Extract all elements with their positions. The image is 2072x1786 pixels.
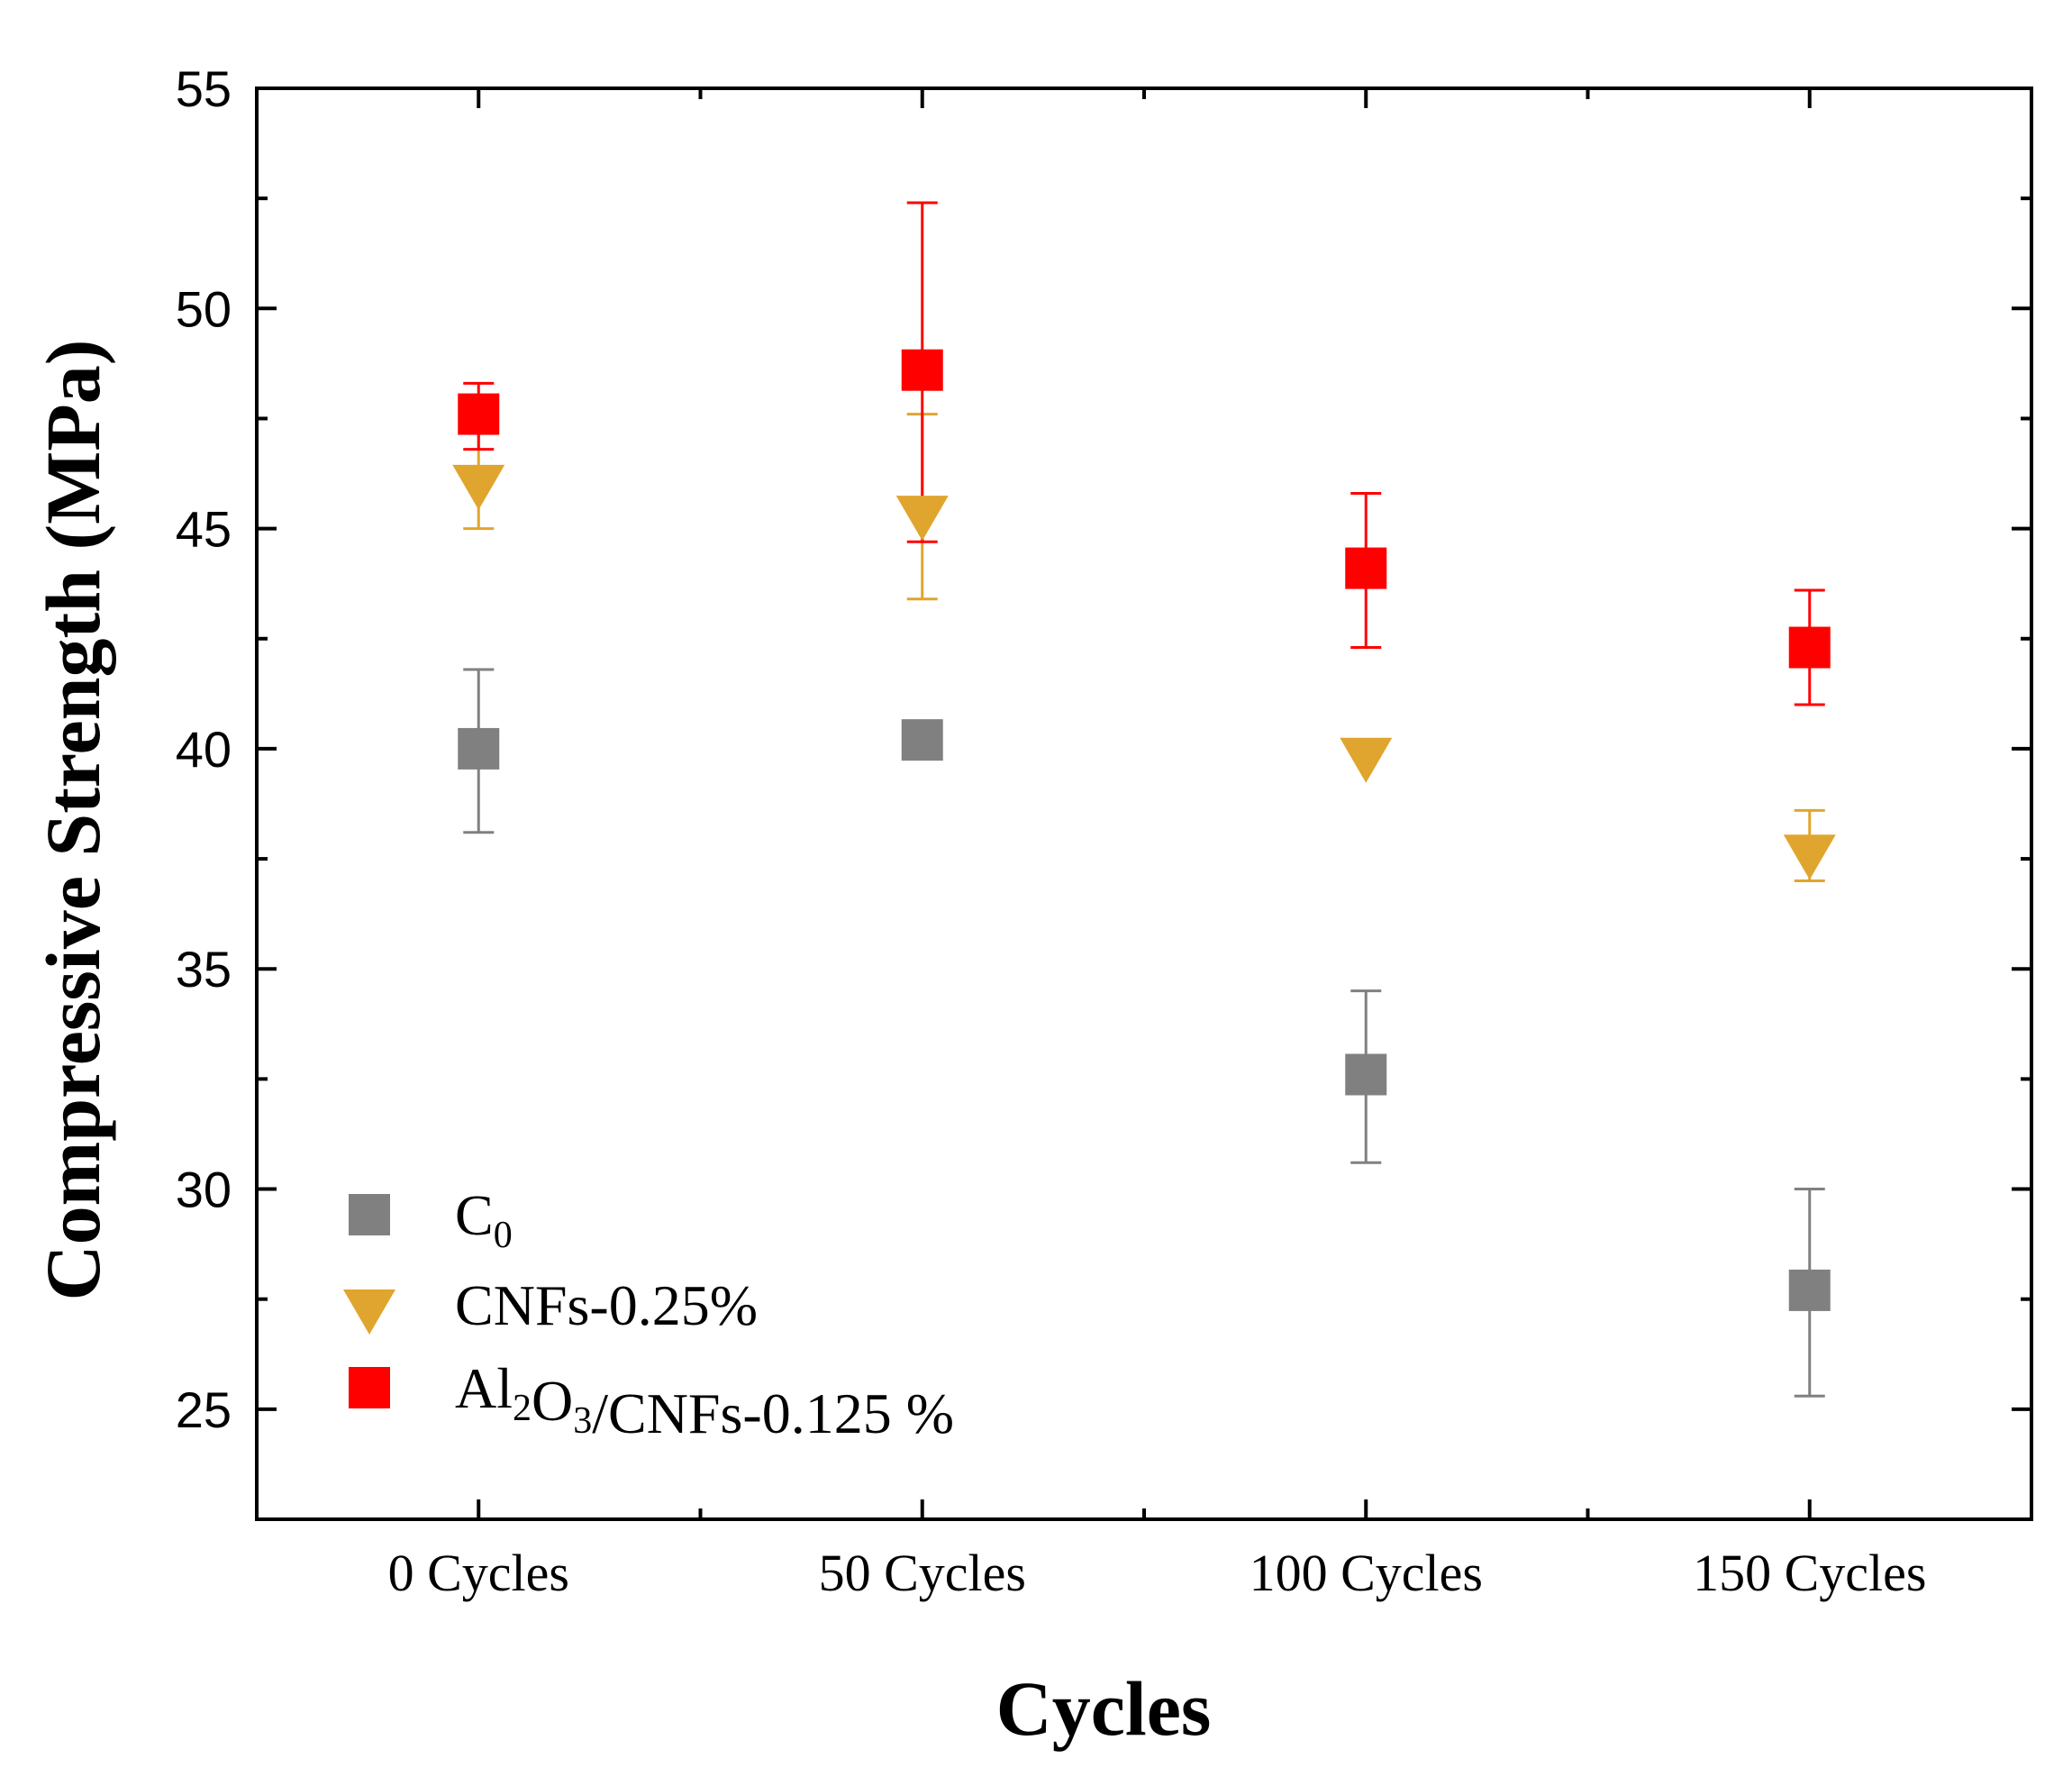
legend-marker: [349, 1194, 390, 1235]
data-point-series-1: [1783, 834, 1836, 880]
legend: C0 CNFs-0.25% Al2O3/CNFs-0.125 %: [343, 1183, 954, 1445]
x-tick-label: 100 Cycles: [1250, 1544, 1483, 1602]
legend-item-2: Al2O3/CNFs-0.125 %: [349, 1356, 954, 1445]
legend-item-0: C0: [349, 1183, 513, 1256]
legend-label: Al2O3/CNFs-0.125 %: [455, 1356, 954, 1445]
x-tick-label: 50 Cycles: [819, 1544, 1026, 1602]
data-point-series-2: [901, 349, 943, 391]
data-point-series-0: [458, 727, 500, 770]
data-point-series-0: [1788, 1269, 1831, 1311]
data-point-series-0: [901, 719, 943, 761]
y-tick-labels: 25 30 35 40 45 50 55: [176, 60, 232, 1438]
y-tick-label: 40: [176, 721, 232, 778]
plot-frame: [255, 87, 2033, 1521]
y-tick-label: 35: [176, 941, 232, 998]
legend-label: C0: [455, 1183, 513, 1256]
data-point-series-2: [1788, 626, 1831, 669]
data-point-series-2: [1345, 547, 1387, 589]
x-tick-labels: 0 Cycles 50 Cycles 100 Cycles 150 Cycles: [388, 1544, 1927, 1602]
y-tick-label: 50: [176, 280, 232, 337]
legend-item-1: CNFs-0.25%: [343, 1273, 758, 1337]
y-tick-label: 45: [176, 501, 232, 558]
data-markers: [452, 349, 1836, 1311]
data-point-series-1: [895, 496, 949, 542]
data-point-series-1: [1340, 737, 1393, 783]
y-tick-label: 30: [176, 1162, 232, 1218]
y-tick-label: 55: [176, 60, 232, 117]
legend-marker: [349, 1367, 390, 1408]
data-point-series-0: [1345, 1053, 1387, 1096]
legend-marker: [343, 1289, 395, 1335]
data-point-series-1: [452, 464, 505, 510]
x-tick-label: 0 Cycles: [388, 1544, 569, 1602]
legend-label: CNFs-0.25%: [455, 1273, 758, 1337]
x-axis-title: Cycles: [996, 1665, 1212, 1752]
y-axis-title: Compressive Strength (MPa): [30, 340, 116, 1301]
y-tick-label: 25: [176, 1381, 232, 1438]
error-bars: [463, 201, 1825, 1398]
x-tick-label: 150 Cycles: [1693, 1544, 1926, 1602]
data-point-series-2: [458, 393, 500, 435]
plot-border: [255, 87, 2033, 1521]
